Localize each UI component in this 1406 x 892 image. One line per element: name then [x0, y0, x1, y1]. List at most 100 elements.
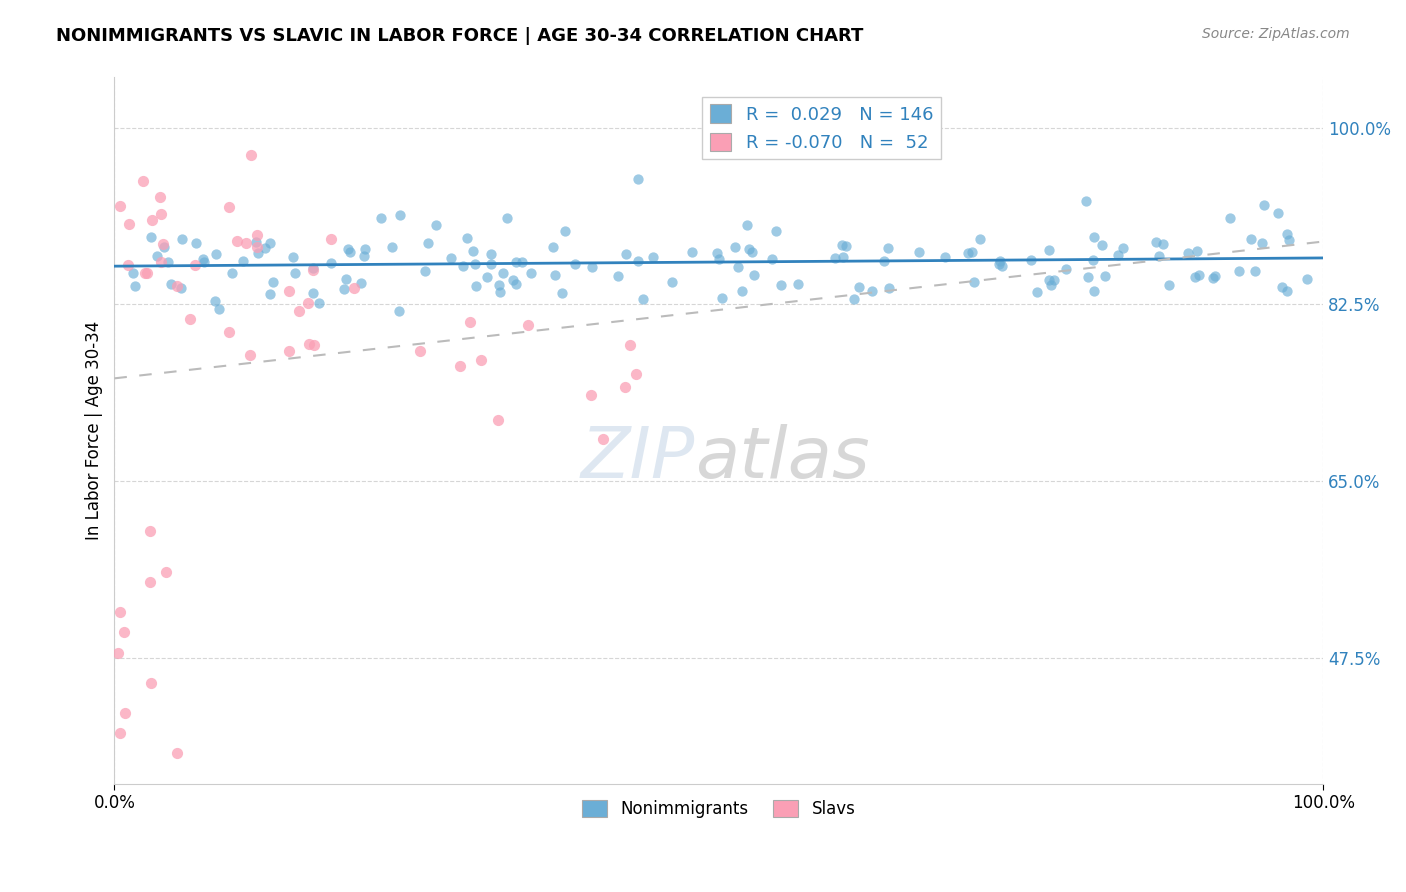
Point	[787, 277, 810, 292]
Point	[232, 254, 254, 268]
Point	[744, 268, 766, 282]
Point	[193, 255, 215, 269]
Point	[737, 218, 759, 232]
Point	[141, 676, 163, 690]
Text: ZIP: ZIP	[581, 425, 695, 493]
Point	[218, 200, 240, 214]
Point	[183, 258, 205, 272]
Point	[254, 241, 277, 255]
Point	[339, 244, 361, 259]
Point	[835, 238, 858, 252]
Point	[1039, 278, 1062, 293]
Point	[155, 565, 177, 579]
Point	[1076, 194, 1098, 208]
Point	[661, 275, 683, 289]
Point	[122, 266, 145, 280]
Point	[1271, 280, 1294, 294]
Point	[517, 318, 540, 332]
Point	[156, 254, 179, 268]
Point	[488, 285, 510, 300]
Point	[353, 249, 375, 263]
Point	[710, 291, 733, 305]
Point	[831, 250, 853, 264]
Point	[1159, 277, 1181, 292]
Point	[118, 217, 141, 231]
Point	[1184, 269, 1206, 284]
Point	[1083, 230, 1105, 244]
Point	[842, 292, 865, 306]
Point	[238, 348, 260, 362]
Point	[1107, 248, 1129, 262]
Point	[769, 278, 792, 293]
Point	[297, 295, 319, 310]
Point	[1267, 206, 1289, 220]
Point	[416, 236, 439, 251]
Point	[1219, 211, 1241, 226]
Point	[449, 359, 471, 373]
Point	[204, 247, 226, 261]
Point	[278, 343, 301, 358]
Legend: Nonimmigrants, Slavs: Nonimmigrants, Slavs	[575, 793, 862, 825]
Point	[831, 238, 853, 252]
Point	[463, 244, 485, 258]
Point	[1146, 235, 1168, 249]
Point	[350, 277, 373, 291]
Point	[132, 174, 155, 188]
Point	[381, 240, 404, 254]
Point	[114, 706, 136, 720]
Point	[302, 260, 325, 275]
Point	[724, 240, 747, 254]
Point	[488, 278, 510, 293]
Point	[221, 266, 243, 280]
Point	[592, 432, 614, 446]
Point	[152, 237, 174, 252]
Point	[191, 252, 214, 267]
Point	[1240, 232, 1263, 246]
Point	[302, 338, 325, 352]
Point	[848, 279, 870, 293]
Point	[581, 260, 603, 274]
Point	[470, 352, 492, 367]
Point	[239, 148, 262, 162]
Point	[988, 253, 1011, 268]
Point	[475, 269, 498, 284]
Point	[1188, 268, 1211, 282]
Point	[579, 388, 602, 402]
Point	[606, 268, 628, 283]
Point	[278, 284, 301, 298]
Point	[613, 380, 636, 394]
Point	[1177, 245, 1199, 260]
Point	[619, 337, 641, 351]
Point	[302, 262, 325, 277]
Text: atlas: atlas	[695, 425, 869, 493]
Point	[336, 243, 359, 257]
Point	[139, 230, 162, 244]
Point	[246, 228, 269, 243]
Point	[1077, 270, 1099, 285]
Point	[465, 279, 488, 293]
Point	[544, 268, 567, 283]
Point	[108, 605, 131, 619]
Point	[727, 260, 749, 274]
Point	[879, 281, 901, 295]
Point	[1043, 273, 1066, 287]
Point	[873, 254, 896, 268]
Point	[108, 726, 131, 740]
Point	[633, 292, 655, 306]
Point	[302, 285, 325, 300]
Point	[342, 281, 364, 295]
Point	[117, 258, 139, 272]
Point	[1038, 273, 1060, 287]
Point	[464, 257, 486, 271]
Point	[108, 199, 131, 213]
Point	[987, 257, 1010, 271]
Point	[166, 278, 188, 293]
Point	[860, 284, 883, 298]
Point	[824, 251, 846, 265]
Point	[308, 295, 330, 310]
Point	[134, 267, 156, 281]
Point	[502, 273, 524, 287]
Point	[124, 279, 146, 293]
Point	[479, 256, 502, 270]
Point	[1204, 269, 1226, 284]
